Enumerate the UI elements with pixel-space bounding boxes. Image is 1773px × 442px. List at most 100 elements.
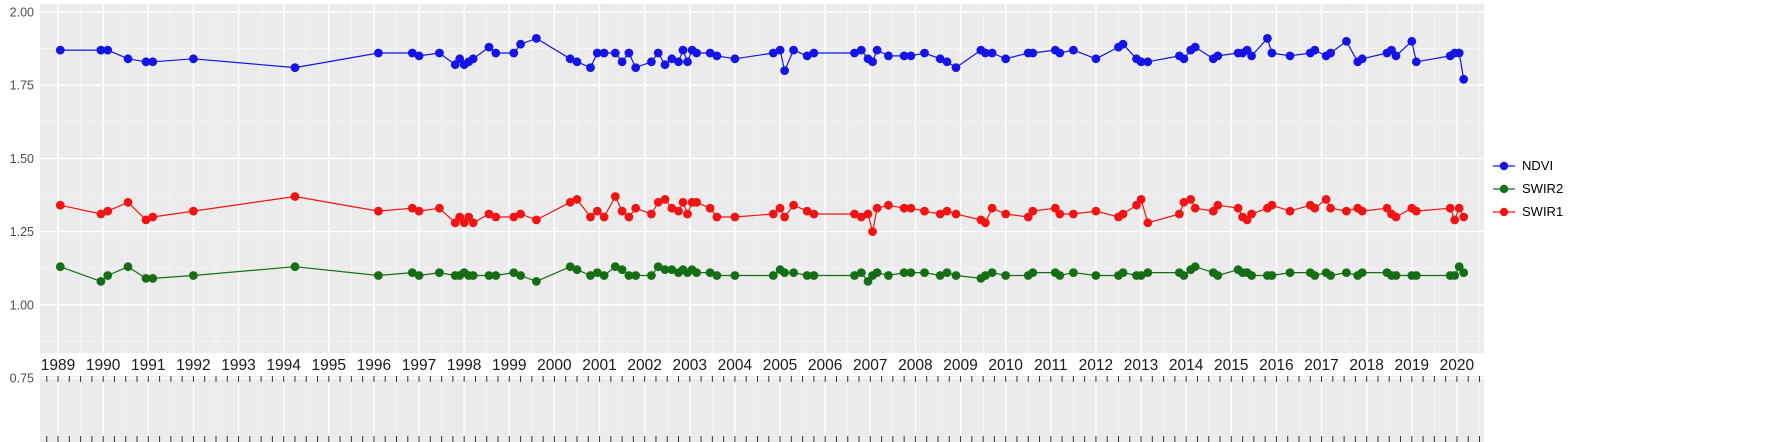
y-tick-label: 0.75 [10, 372, 34, 386]
data-point [647, 271, 656, 280]
data-point [899, 51, 909, 61]
data-point [1321, 195, 1331, 204]
data-point [683, 57, 692, 67]
data-point [103, 45, 113, 55]
data-point [631, 271, 641, 280]
data-point [920, 48, 929, 58]
data-point [674, 206, 683, 216]
data-point [1143, 57, 1153, 67]
data-point [692, 268, 701, 277]
data-point [509, 48, 519, 58]
data-point [414, 206, 424, 216]
data-point [1357, 268, 1367, 277]
data-point [660, 195, 670, 204]
data-point [148, 274, 158, 283]
data-point [780, 268, 789, 277]
data-point [1391, 212, 1401, 222]
data-point [1091, 206, 1101, 216]
data-point [103, 271, 113, 280]
data-point [290, 192, 300, 201]
data-point [1263, 34, 1272, 43]
data-point [1357, 54, 1367, 64]
y-tick-label: 1.25 [10, 225, 34, 239]
data-point [935, 209, 945, 219]
data-point [123, 54, 133, 64]
x-tick-label: 2005 [763, 357, 797, 374]
x-tick-label: 2006 [808, 357, 842, 374]
data-point [1028, 206, 1038, 216]
x-tick-label: 2009 [943, 357, 977, 374]
data-point [189, 54, 198, 64]
data-point [617, 57, 627, 67]
series-swir1 [55, 192, 1469, 237]
data-point [987, 268, 997, 277]
data-point [407, 203, 417, 213]
y-axis-labels: 0.75 1.00 1.25 1.50 1.75 2.00 [10, 6, 34, 386]
data-point [768, 271, 778, 280]
data-point [1055, 48, 1065, 58]
data-point [1411, 57, 1421, 67]
data-point [141, 274, 151, 283]
data-point [565, 54, 575, 64]
legend: NDVI SWIR2 SWIR1 [1492, 156, 1563, 221]
data-point [987, 48, 997, 58]
x-tick-label: 1990 [86, 357, 121, 374]
data-point [1285, 268, 1295, 277]
legend-item-swir2: SWIR2 [1492, 179, 1563, 198]
data-point [1267, 200, 1277, 210]
data-point [55, 262, 65, 272]
data-point [586, 212, 595, 222]
data-point [599, 48, 609, 58]
data-point [290, 262, 300, 272]
x-tick-label: 2000 [537, 357, 572, 374]
data-point [1213, 200, 1223, 210]
data-point [1326, 203, 1335, 213]
data-point [705, 203, 715, 213]
data-point [935, 54, 945, 64]
data-point [491, 271, 501, 280]
data-point [1310, 271, 1320, 280]
data-point [653, 197, 663, 207]
data-point [981, 271, 990, 280]
data-point [906, 51, 916, 61]
data-point [850, 48, 859, 58]
x-tick-label: 2014 [1169, 357, 1204, 374]
y-tick-label: 1.50 [10, 152, 34, 166]
data-point [705, 48, 715, 58]
data-point [1023, 212, 1033, 222]
panel-background [40, 4, 1484, 442]
x-tick-label: 2007 [853, 357, 887, 374]
x-tick-label: 2019 [1395, 357, 1429, 374]
data-point [868, 57, 877, 67]
data-point [55, 200, 65, 210]
data-point [1391, 271, 1401, 280]
data-point [1233, 203, 1243, 213]
data-point [942, 206, 952, 216]
y-tick-label: 1.00 [10, 298, 34, 312]
data-point [1247, 51, 1256, 61]
data-point [1001, 54, 1011, 64]
data-point [509, 212, 519, 222]
data-point [435, 48, 444, 58]
data-point [1001, 271, 1011, 280]
legend-item-ndvi: NDVI [1492, 156, 1563, 175]
data-point [516, 39, 525, 49]
data-point [1326, 271, 1335, 280]
data-point [1118, 39, 1128, 49]
data-point [592, 268, 602, 277]
data-point [678, 45, 688, 55]
data-point [1069, 268, 1078, 277]
x-tick-label: 1993 [221, 357, 255, 374]
x-tick-label: 2013 [1124, 357, 1158, 374]
data-point [1179, 271, 1189, 280]
data-point [1069, 45, 1078, 55]
data-point [290, 63, 300, 72]
x-tick-label: 1995 [312, 357, 346, 374]
data-point [730, 271, 740, 280]
data-point [516, 271, 525, 280]
data-point [730, 212, 740, 222]
data-point [1186, 195, 1196, 204]
data-point [768, 209, 778, 219]
data-point [789, 200, 798, 210]
x-axis-labels: 1989 1990 1991 1992 1993 1994 1995 1996 1997 1998… [41, 357, 1475, 374]
